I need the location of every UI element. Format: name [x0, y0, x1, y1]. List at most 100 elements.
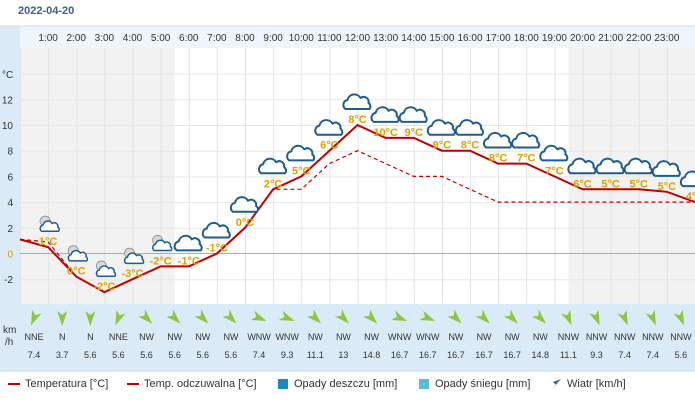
wind-arrow-icon [645, 309, 656, 326]
wind-speed: 16.7 [419, 350, 437, 360]
wind-arrow-icon [194, 309, 209, 324]
left-axis-band [0, 26, 20, 371]
wind-direction: NNW [586, 332, 608, 342]
temperature-label: 4°C [686, 191, 695, 203]
hour-label: 2:00 [67, 33, 87, 44]
legend-snow: Opady śniegu [mm] [419, 378, 530, 390]
wind-arrow-icon [391, 310, 408, 322]
wind-arrow-icon [531, 309, 546, 324]
wind-unit-bottom: /h [5, 337, 13, 348]
wind-arrow-icon [363, 309, 378, 324]
wind-speed: 5.6 [225, 350, 238, 360]
wind-arrow-icon [673, 309, 684, 326]
hour-label: 19:00 [542, 33, 567, 44]
temperature-label: 8°C [489, 153, 508, 165]
wind-direction: NNW [642, 332, 664, 342]
cloud-icon [398, 106, 428, 123]
hour-label: 11:00 [317, 33, 342, 44]
temperature-label: 8°C [348, 114, 367, 126]
cloud-icon [342, 93, 372, 110]
wind-direction: NW [336, 332, 351, 342]
wind-band [20, 304, 695, 371]
cloud-icon [370, 106, 400, 123]
wind-speed: 16.7 [391, 350, 409, 360]
y-tick-label: 0 [7, 250, 13, 261]
wind-direction: NW [477, 332, 492, 342]
cloud-icon [651, 160, 681, 177]
wind-speed: 7.4 [253, 350, 266, 360]
wind-speed: 14.8 [532, 350, 550, 360]
wind-speed: 5.6 [168, 350, 181, 360]
wind-direction: N [87, 332, 94, 342]
cloud-icon [67, 249, 89, 262]
hour-label: 12:00 [345, 33, 370, 44]
wind-direction: N [59, 332, 66, 342]
wind-speed: 5.6 [140, 350, 153, 360]
wind-arrow-icon [334, 309, 350, 324]
wind-speed: 9.3 [281, 350, 294, 360]
wind-speed: 7.4 [28, 350, 41, 360]
wind-direction: NNW [614, 332, 636, 342]
temperature-label: 2°C [264, 178, 283, 190]
temperature-label: 7°C [545, 165, 564, 177]
wind-arrow-icon [419, 310, 436, 322]
wind-speed: 5.6 [197, 350, 210, 360]
wind-arrow-icon [617, 309, 628, 326]
wind-arrow-icon [552, 379, 561, 390]
y-tick-label: 4 [7, 198, 13, 209]
hour-label: 17:00 [486, 33, 511, 44]
wind-speed: 16.7 [475, 350, 493, 360]
temperature-label: -3°C [121, 268, 143, 280]
temperature-label: -1°C [178, 255, 200, 267]
hour-label: 7:00 [207, 33, 227, 44]
cloud-icon [314, 119, 344, 136]
wind-direction: NW [505, 332, 520, 342]
wind-arrow-icon [138, 309, 153, 324]
wind-arrow-icon [166, 309, 181, 324]
hour-label: 18:00 [514, 33, 539, 44]
night-partly-cloudy-icon [152, 234, 173, 252]
hour-label: 1:00 [38, 33, 58, 44]
wind-direction: NNE [25, 332, 44, 342]
wind-arrow-icon [589, 309, 600, 326]
wind-direction: WNW [247, 332, 271, 342]
cloud-icon [539, 144, 569, 162]
temperature-label: 0°C [236, 217, 255, 229]
y-unit-label: °C [2, 70, 13, 81]
wind-direction: NNE [109, 332, 128, 342]
wind-speed: 5.6 [675, 350, 688, 360]
wind-arrow-icon [447, 309, 462, 324]
wind-speed: 13 [338, 350, 348, 360]
wind-direction: NW [448, 332, 463, 342]
wind-direction: NW [139, 332, 154, 342]
temperature-label: 5°C [292, 165, 311, 177]
cloud-icon [258, 157, 288, 175]
hour-label: 13:00 [373, 33, 398, 44]
wind-direction: WNW [388, 332, 412, 342]
temperature-label: 6°C [573, 178, 592, 190]
cloud-icon [426, 119, 456, 136]
cloud-icon [229, 196, 259, 213]
cloud-icon [95, 265, 117, 277]
y-tick-label: 12 [2, 95, 14, 106]
hour-header-band [20, 26, 695, 48]
wind-direction: WNW [275, 332, 299, 342]
wind-speed: 16.7 [447, 350, 465, 360]
night-partly-cloudy-icon [67, 245, 89, 262]
wind-direction: NW [195, 332, 210, 342]
temperature-label: 7°C [517, 153, 536, 165]
cloud-icon [152, 239, 173, 252]
temperature-label: 5°C [658, 181, 677, 193]
cloud-icon [623, 157, 653, 175]
temperature-label: -2°C [93, 281, 115, 293]
legend-feels-like: Temp. odczuwalna [°C] [127, 378, 257, 390]
wind-direction: NNW [670, 332, 692, 342]
night-shade [20, 48, 175, 304]
temperature-label: 10°C [373, 127, 398, 139]
wind-speed: 11.1 [307, 350, 324, 360]
wind-arrow-icon [85, 311, 96, 326]
cloud-icon [567, 157, 597, 175]
wind-arrow-icon [222, 309, 237, 324]
wind-arrow-icon [475, 309, 490, 324]
